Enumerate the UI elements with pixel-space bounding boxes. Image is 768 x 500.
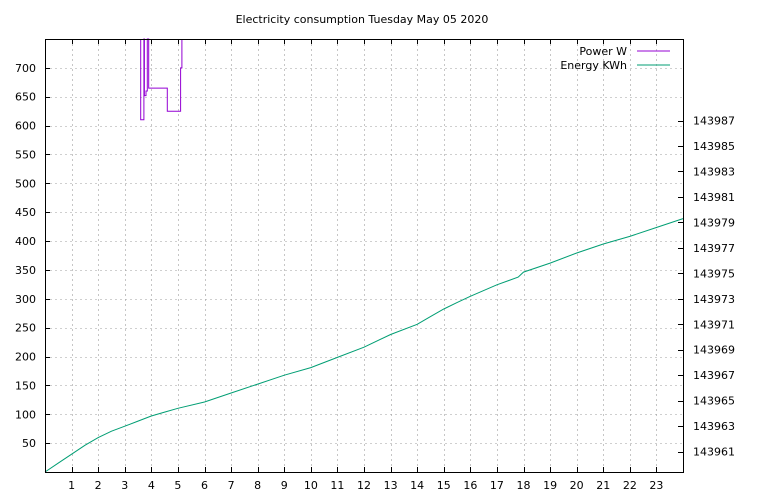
y2-tick-label: 143965	[693, 395, 735, 408]
legend-label: Power W	[579, 45, 627, 58]
x-tick-label: 20	[570, 479, 584, 492]
y2-tick-label: 143975	[693, 267, 735, 280]
y2-tick-label: 143963	[693, 420, 735, 433]
x-tick-label: 12	[357, 479, 371, 492]
y-tick-label: 150	[15, 379, 36, 392]
ticks: 1 2 3 4 5 6 7 8 9 10 11 12 13 14 15 16 17 18 19 20 21 22 23501…	[15, 39, 735, 492]
y2-tick-label: 143979	[693, 216, 735, 229]
x-tick-label: 8	[254, 479, 261, 492]
x-tick-label: 19	[543, 479, 557, 492]
y2-tick-label: 143967	[693, 369, 735, 382]
x-tick-label: 3	[121, 479, 128, 492]
series-line-1	[44, 218, 684, 473]
x-tick-label: 11	[330, 479, 344, 492]
x-tick-label: 14	[410, 479, 424, 492]
x-tick-label: 4	[148, 479, 155, 492]
x-tick-label: 2	[95, 479, 102, 492]
y-tick-label: 50	[22, 437, 36, 450]
x-tick-label: 1	[68, 479, 75, 492]
y2-tick-label: 143961	[693, 446, 735, 459]
y-tick-label: 200	[15, 351, 36, 364]
y2-tick-label: 143971	[693, 318, 735, 331]
y-tick-label: 300	[15, 293, 36, 306]
x-tick-label: 15	[437, 479, 451, 492]
y-tick-label: 350	[15, 264, 36, 277]
y2-tick-label: 143985	[693, 140, 735, 153]
chart-title: Electricity consumption Tuesday May 05 2…	[236, 13, 489, 26]
x-tick-label: 5	[174, 479, 181, 492]
y2-tick-label: 143969	[693, 344, 735, 357]
y2-tick-label: 143987	[693, 115, 735, 128]
x-tick-label: 17	[490, 479, 504, 492]
x-tick-label: 9	[281, 479, 288, 492]
y2-tick-label: 143977	[693, 242, 735, 255]
x-tick-label: 7	[228, 479, 235, 492]
grid	[45, 39, 683, 472]
y-tick-label: 550	[15, 148, 36, 161]
y-tick-label: 500	[15, 177, 36, 190]
y-tick-label: 250	[15, 322, 36, 335]
y-tick-label: 400	[15, 235, 36, 248]
x-tick-label: 22	[623, 479, 637, 492]
y2-tick-label: 143983	[693, 165, 735, 178]
series-line-0	[140, 38, 183, 121]
x-tick-label: 16	[463, 479, 477, 492]
series-layer	[44, 38, 684, 473]
x-tick-label: 10	[304, 479, 318, 492]
x-tick-label: 23	[649, 479, 663, 492]
legend-label: Energy KWh	[560, 59, 627, 72]
y-tick-label: 700	[15, 62, 36, 75]
x-tick-label: 6	[201, 479, 208, 492]
y2-tick-label: 143981	[693, 191, 735, 204]
y2-tick-label: 143973	[693, 293, 735, 306]
x-tick-label: 13	[384, 479, 398, 492]
y-tick-label: 600	[15, 120, 36, 133]
y-tick-label: 100	[15, 408, 36, 421]
y-tick-label: 650	[15, 91, 36, 104]
x-tick-label: 18	[517, 479, 531, 492]
y-tick-label: 450	[15, 206, 36, 219]
x-tick-label: 21	[596, 479, 610, 492]
